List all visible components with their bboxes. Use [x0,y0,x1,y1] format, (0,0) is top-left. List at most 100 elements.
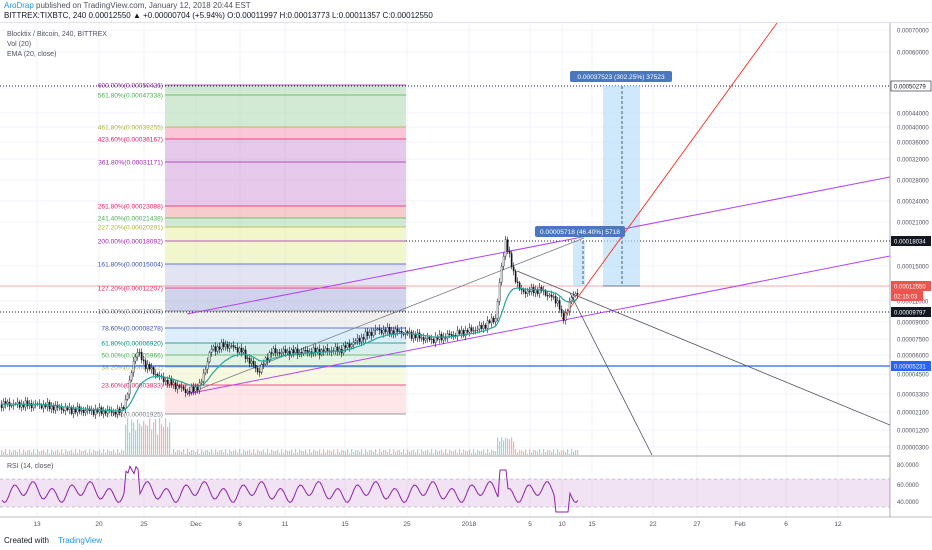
candle-body [538,287,541,294]
volume-bar [465,450,467,455]
volume-bar [227,453,229,455]
volume-bar [541,453,543,455]
candle-body [460,330,463,334]
candle-body [58,407,61,409]
price-label-bg [891,291,923,301]
volume-bar [7,453,9,455]
candle-body [422,337,425,341]
volume-bar [367,451,369,455]
volume-bar [233,450,235,455]
volume-bar [529,449,531,455]
price-label-bg [891,361,931,371]
volume-bar [469,449,471,455]
volume-bar [457,452,459,455]
volume-bar [221,449,223,455]
candle-body [388,327,391,334]
candle-body [334,346,337,352]
time-tick-label: 22 [649,521,657,528]
price-chart[interactable]: 600.00%(0.00050426) 561.80%(0.00047338) 46… [0,0,932,532]
candle-body [414,334,417,339]
volume-bar [267,449,269,455]
volume-bar [385,450,387,455]
channel-upper-line [186,176,891,315]
volume-bar [251,452,253,455]
volume-bar [433,453,435,455]
volume-bar [121,449,123,455]
volume-bar [213,453,215,455]
candle-body [512,266,515,272]
volume-bar [493,450,495,455]
volume-bar [523,451,525,455]
candle-body [270,352,273,354]
volume-bar [481,451,483,455]
time-tick-label: 5 [528,521,532,528]
channel-lower-line [186,255,891,395]
candle-body [278,352,281,354]
price-tick-label: 0.00009000 [897,321,929,327]
volume-bar [513,441,515,455]
volume-bar [91,452,93,455]
candle-body [420,337,423,339]
candle-body [196,386,199,391]
volume-bar [57,449,59,455]
volume-bar [391,453,393,455]
time-tick-label: Feb [734,521,746,528]
volume-bar [155,418,157,455]
fib-level-label: 50.00%(0.00005966) [101,353,163,360]
candle-body [376,328,379,330]
volume-bar [127,417,129,455]
candle-body [156,374,159,377]
fib-level-label: 23.60%(0.00003833) [101,383,163,390]
volume-bar [97,450,99,455]
volume-bar [287,450,289,455]
candle-body [140,351,143,361]
volume-bar [571,449,573,455]
candle-body [346,343,349,348]
volume-bar [423,451,425,455]
volume-bar [285,449,287,455]
price-tick-label: 0.00021000 [897,221,929,227]
volume-bar [17,452,19,455]
volume-bar [71,449,73,455]
volume-bar [149,418,151,455]
footer: Created with TradingView [0,532,932,550]
candle-body [364,331,367,340]
fib-zone [165,162,406,206]
volume-bar [329,450,331,455]
volume-bar [357,450,359,455]
volume-bar [303,451,305,455]
candle-body [102,410,105,415]
candle-body [152,367,155,375]
volume-bar [161,424,163,455]
volume-bar [145,424,147,455]
tradingview-logo[interactable]: TradingView [58,536,103,545]
candle-body [138,351,141,354]
volume-bar [55,450,57,455]
volume-bar [237,452,239,455]
volume-bar [415,452,417,455]
volume-bar [109,450,111,455]
candle-body [212,346,215,350]
candle-body [474,329,477,332]
volume-bar [419,453,421,455]
measure-label-bg [570,71,672,82]
volume-bar [533,449,535,455]
volume-bar [277,449,279,455]
time-tick-label: 10 [558,521,566,528]
volume-bar [283,452,285,455]
volume-bar [339,452,341,455]
volume-bar [449,449,451,455]
volume-bar [397,450,399,455]
candle-body [554,296,557,304]
price-tick-label: 0.00015000 [897,265,929,271]
candle-body [154,374,157,376]
author-link[interactable]: AroDrap [4,1,34,10]
candle-body [522,289,525,293]
volume-bar [521,450,523,455]
candle-body [430,338,433,341]
candle-body [428,337,431,341]
candle-body [378,328,381,331]
candle-body [292,349,295,354]
volume-bar [299,449,301,455]
volume-bar [77,453,79,455]
